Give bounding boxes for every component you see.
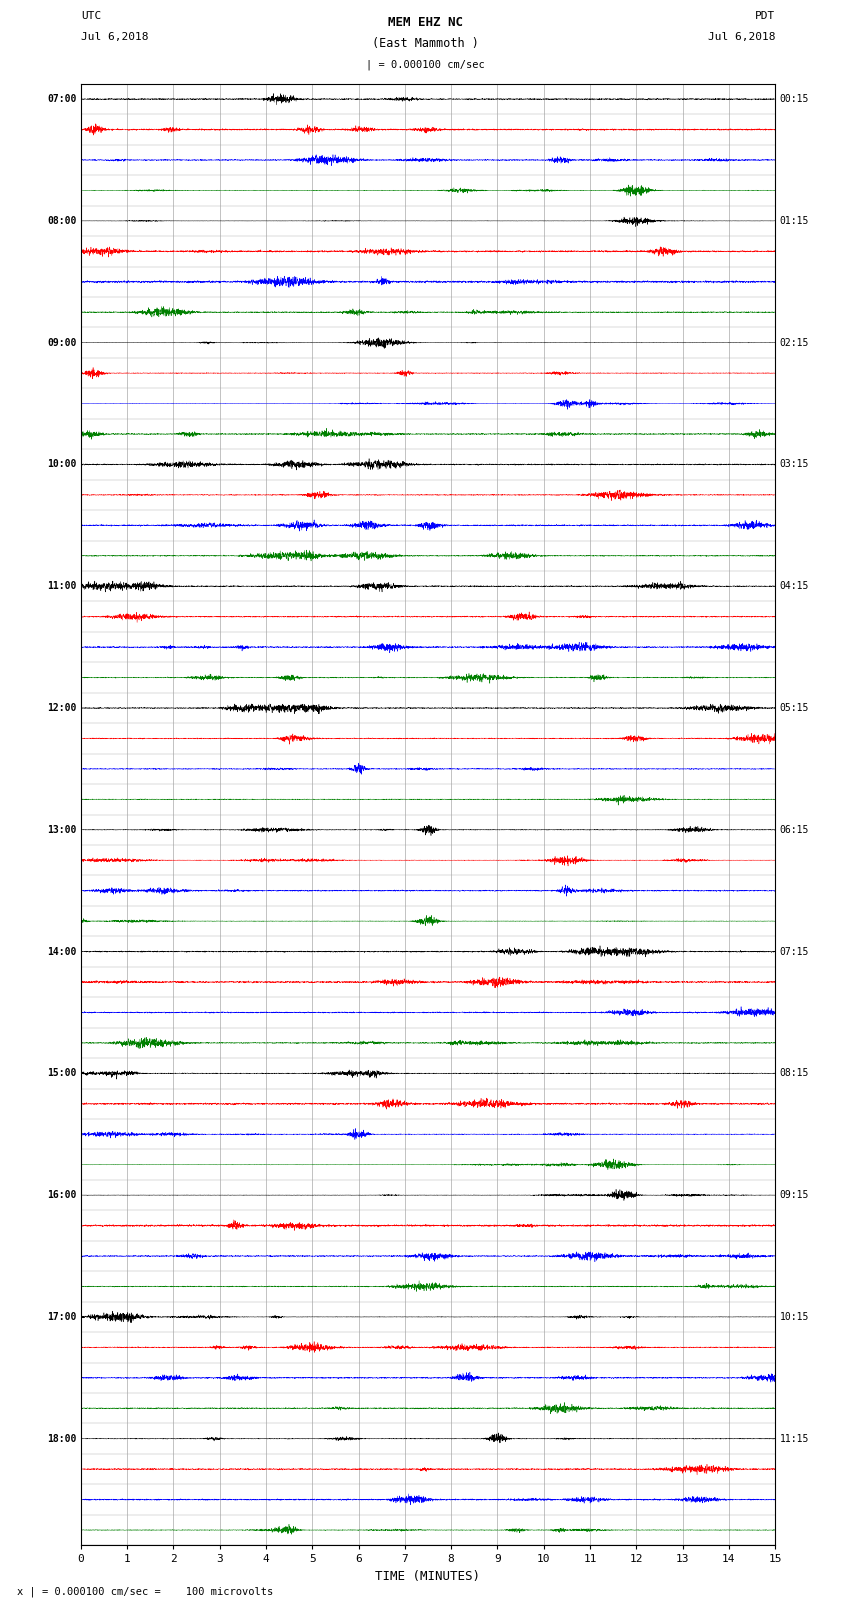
Text: 00:15: 00:15	[779, 94, 809, 105]
Text: 09:15: 09:15	[779, 1190, 809, 1200]
Text: 17:00: 17:00	[47, 1311, 76, 1323]
Text: Jul 6,2018: Jul 6,2018	[708, 32, 775, 42]
Text: 11:00: 11:00	[47, 581, 76, 592]
Text: x | = 0.000100 cm/sec =    100 microvolts: x | = 0.000100 cm/sec = 100 microvolts	[17, 1586, 273, 1597]
X-axis label: TIME (MINUTES): TIME (MINUTES)	[376, 1569, 480, 1582]
Text: UTC: UTC	[81, 11, 101, 21]
Text: 06:15: 06:15	[779, 824, 809, 836]
Text: 07:00: 07:00	[47, 94, 76, 105]
Text: | = 0.000100 cm/sec: | = 0.000100 cm/sec	[366, 60, 484, 71]
Text: 08:15: 08:15	[779, 1068, 809, 1079]
Text: 02:15: 02:15	[779, 337, 809, 348]
Text: 16:00: 16:00	[47, 1190, 76, 1200]
Text: 07:15: 07:15	[779, 947, 809, 957]
Text: Jul 6,2018: Jul 6,2018	[81, 32, 148, 42]
Text: 09:00: 09:00	[47, 337, 76, 348]
Text: 18:00: 18:00	[47, 1434, 76, 1444]
Text: MEM EHZ NC: MEM EHZ NC	[388, 16, 462, 29]
Text: 12:00: 12:00	[47, 703, 76, 713]
Text: 11:15: 11:15	[779, 1434, 809, 1444]
Text: PDT: PDT	[755, 11, 775, 21]
Text: 01:15: 01:15	[779, 216, 809, 226]
Text: 08:00: 08:00	[47, 216, 76, 226]
Text: 14:00: 14:00	[47, 947, 76, 957]
Text: 05:15: 05:15	[779, 703, 809, 713]
Text: 10:15: 10:15	[779, 1311, 809, 1323]
Text: 03:15: 03:15	[779, 460, 809, 469]
Text: 15:00: 15:00	[47, 1068, 76, 1079]
Text: 13:00: 13:00	[47, 824, 76, 836]
Text: (East Mammoth ): (East Mammoth )	[371, 37, 479, 50]
Text: 10:00: 10:00	[47, 460, 76, 469]
Text: 04:15: 04:15	[779, 581, 809, 592]
